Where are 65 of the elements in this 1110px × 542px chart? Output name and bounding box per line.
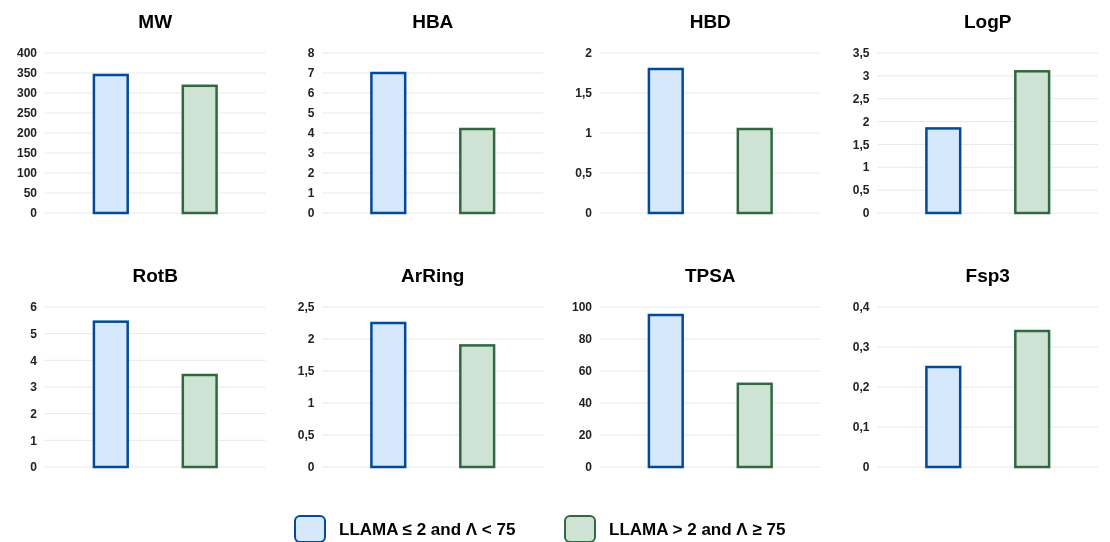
- y-tick-label: 100: [16, 166, 38, 181]
- y-tick-label: 7: [307, 66, 315, 81]
- chart-title: HBD: [689, 11, 731, 32]
- y-tick-label: 1: [307, 396, 315, 411]
- y-tick-label: 5: [30, 326, 38, 341]
- y-tick-label: 3: [862, 69, 870, 84]
- y-tick-label: 100: [571, 300, 593, 315]
- y-tick-label: 0: [862, 206, 870, 221]
- y-tick-label: 0,3: [852, 340, 870, 355]
- y-tick-label: 8: [307, 46, 315, 61]
- y-tick-label: 0,5: [575, 166, 593, 181]
- y-tick-label: 0: [307, 206, 315, 221]
- y-tick-label: 1: [30, 433, 38, 448]
- y-tick-label: 2: [307, 332, 315, 347]
- legend-label: LLAMA > 2 and Λ ≥ 75: [609, 519, 786, 539]
- legend-label: LLAMA ≤ 2 and Λ < 75: [339, 519, 516, 539]
- y-tick-label: 2,5: [297, 300, 315, 315]
- y-tick-label: 0: [862, 460, 870, 475]
- chart-title: HBA: [412, 11, 454, 32]
- y-tick-label: 2: [30, 406, 38, 421]
- y-tick-label: 0,5: [297, 428, 315, 443]
- y-tick-label: 5: [307, 106, 315, 121]
- y-tick-label: 40: [578, 396, 593, 411]
- chart-title: LogP: [964, 11, 1012, 32]
- y-tick-label: 60: [578, 364, 593, 379]
- y-tick-label: 50: [23, 186, 38, 201]
- y-tick-label: 0: [307, 460, 315, 475]
- y-tick-label: 80: [578, 332, 593, 347]
- y-tick-label: 0,5: [852, 183, 870, 198]
- y-tick-label: 2: [307, 166, 315, 181]
- y-tick-label: 3: [307, 146, 315, 161]
- y-tick-label: 2,5: [852, 91, 870, 106]
- chart-title: ArRing: [401, 265, 465, 286]
- y-tick-label: 4: [307, 126, 315, 141]
- y-tick-label: 20: [578, 428, 593, 443]
- y-tick-label: 1: [862, 160, 870, 175]
- y-tick-label: 0,1: [852, 420, 870, 435]
- y-tick-label: 2: [862, 114, 870, 129]
- y-tick-label: 1,5: [575, 86, 593, 101]
- y-tick-label: 0,2: [852, 380, 870, 395]
- y-tick-label: 400: [16, 46, 38, 61]
- y-tick-label: 0,4: [852, 300, 870, 315]
- chart-title: Fsp3: [965, 265, 1010, 286]
- y-tick-label: 6: [307, 86, 315, 101]
- y-tick-label: 150: [16, 146, 38, 161]
- y-tick-label: 1,5: [297, 364, 315, 379]
- chart-title: MW: [138, 11, 173, 32]
- y-tick-label: 0: [585, 460, 593, 475]
- y-tick-label: 250: [16, 106, 38, 121]
- y-tick-label: 0: [30, 206, 38, 221]
- y-tick-label: 350: [16, 66, 38, 81]
- y-tick-label: 300: [16, 86, 38, 101]
- y-tick-label: 3: [30, 380, 38, 395]
- y-tick-label: 4: [30, 353, 38, 368]
- y-tick-label: 200: [16, 126, 38, 141]
- y-tick-label: 6: [30, 300, 38, 315]
- y-tick-label: 2: [585, 46, 593, 61]
- chart-title: TPSA: [684, 265, 736, 286]
- y-tick-label: 1,5: [852, 137, 870, 152]
- y-tick-label: 1: [307, 186, 315, 201]
- chart-title: RotB: [132, 265, 178, 286]
- y-tick-label: 0: [585, 206, 593, 221]
- y-tick-label: 3,5: [852, 46, 870, 61]
- y-tick-label: 0: [30, 460, 38, 475]
- y-tick-label: 1: [585, 126, 593, 141]
